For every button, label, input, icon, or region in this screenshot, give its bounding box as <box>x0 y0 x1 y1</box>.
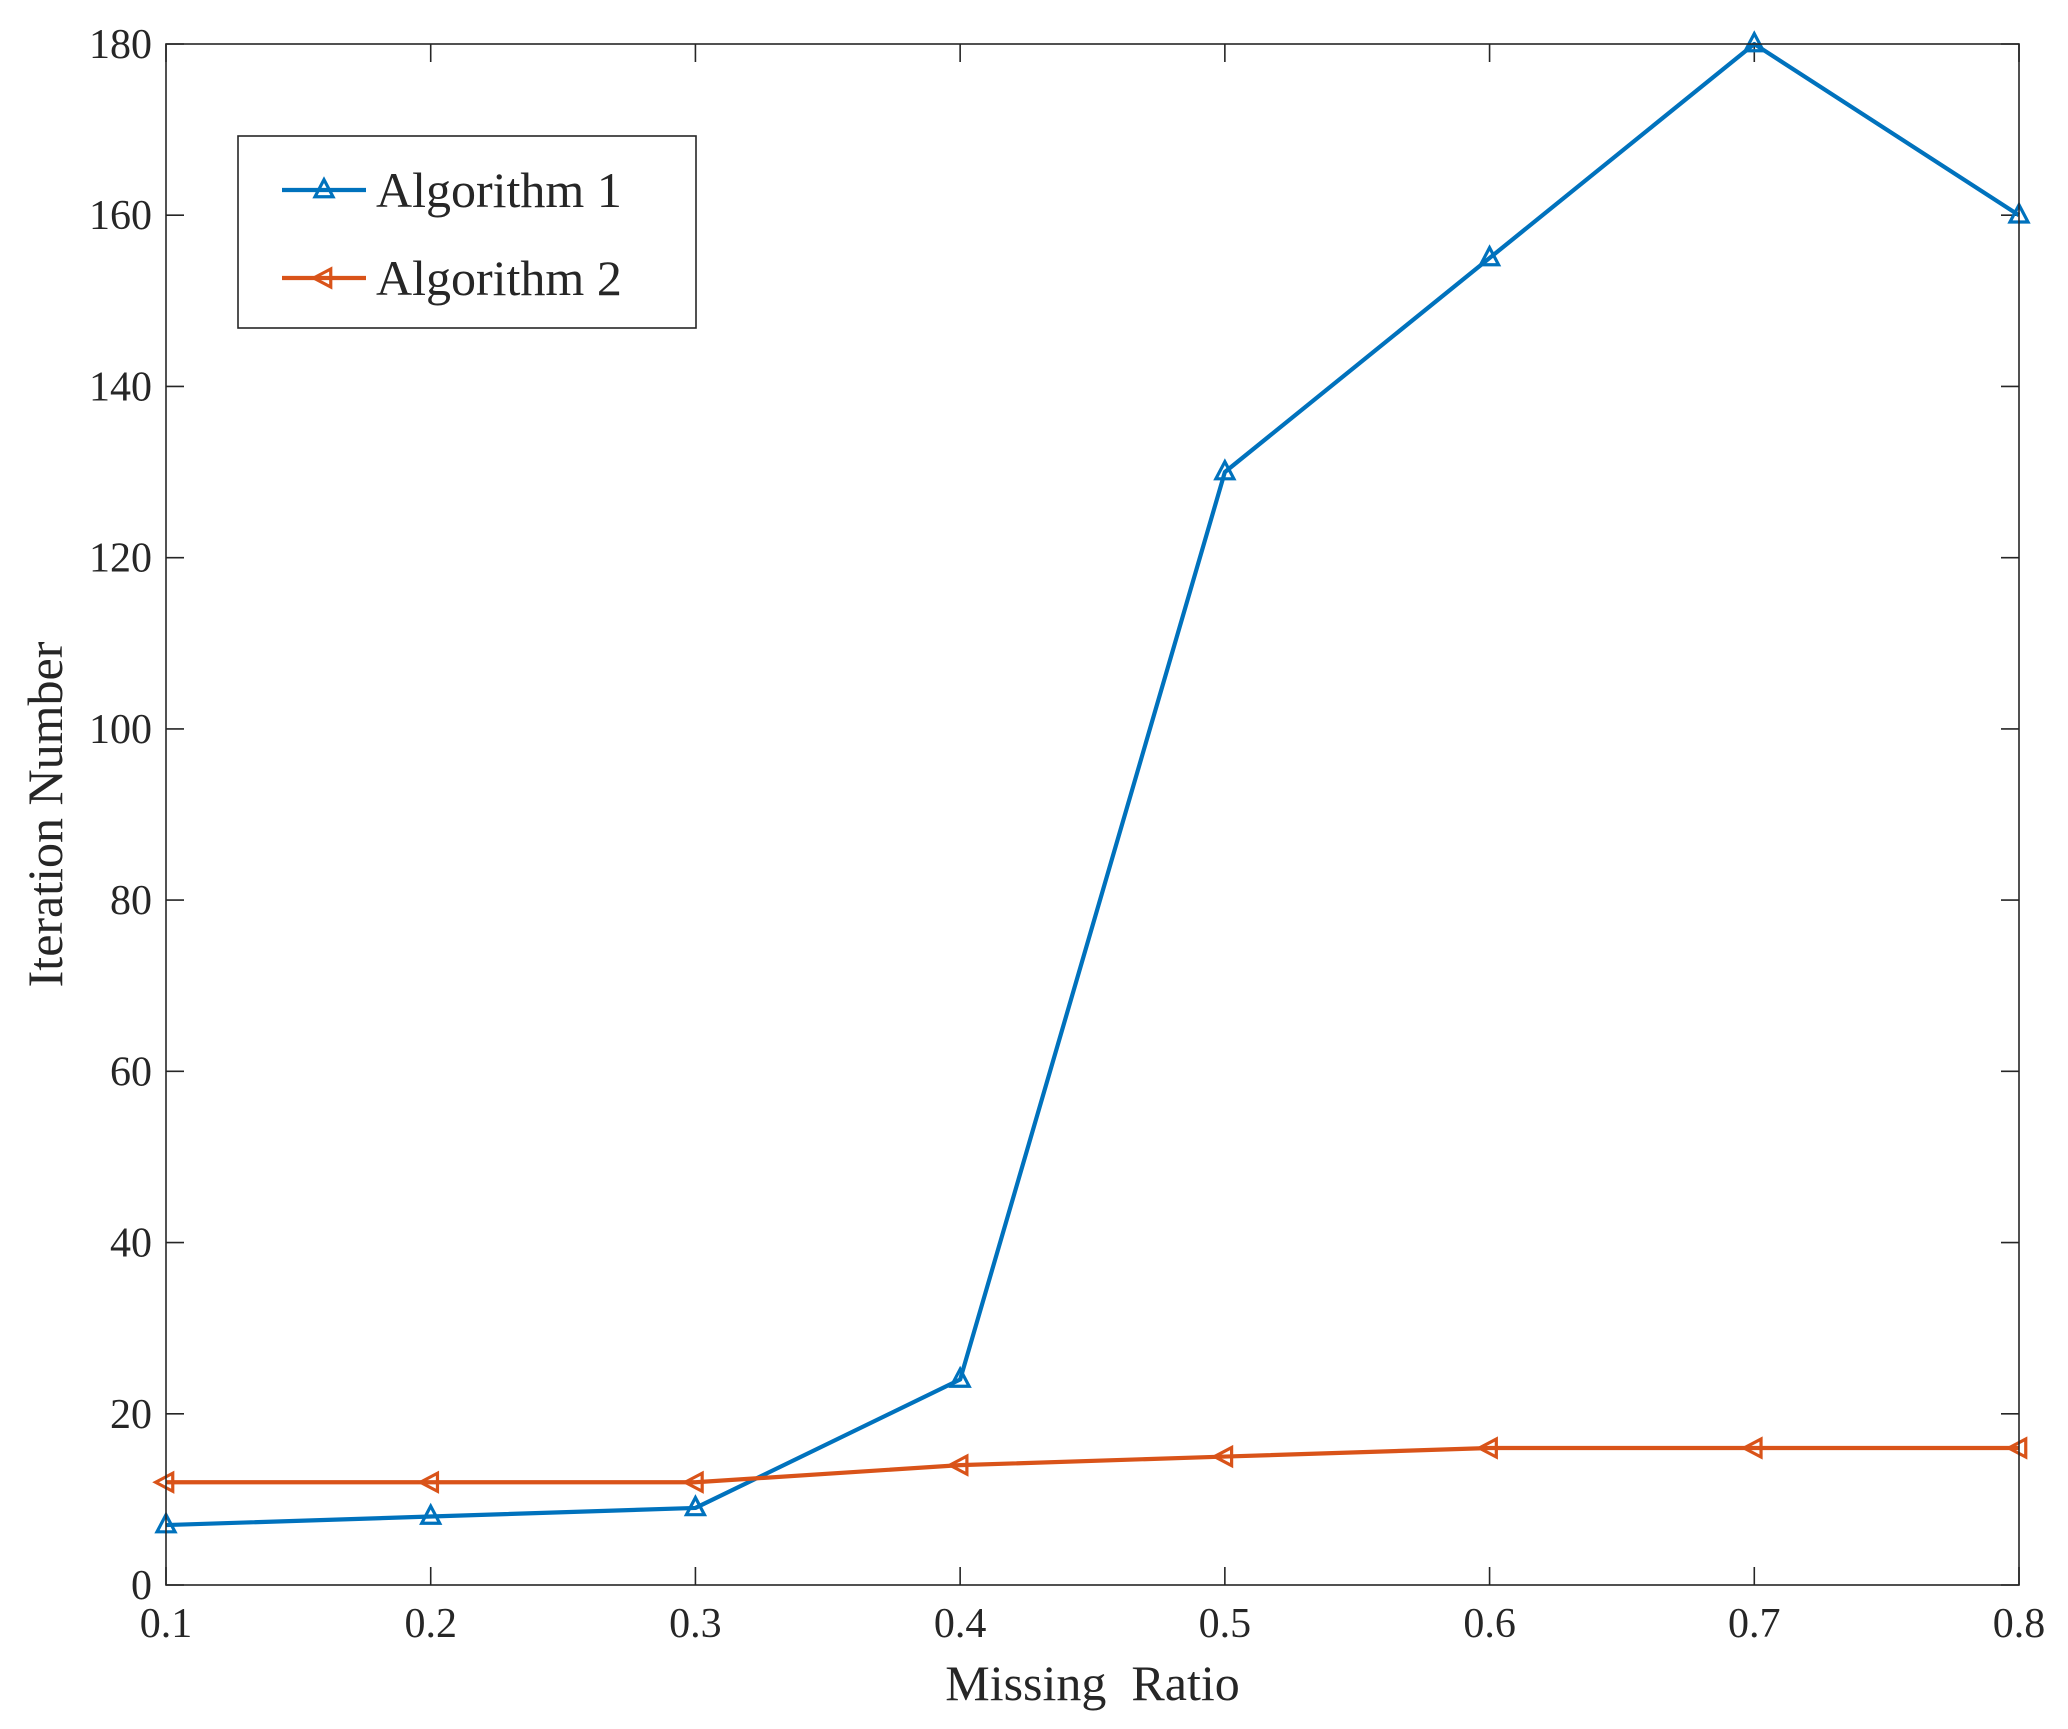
legend-label: Algorithm 2 <box>376 250 622 306</box>
x-tick-label: 0.5 <box>1199 1601 1252 1647</box>
data-point <box>416 1470 440 1494</box>
x-axis-label: Missing Ratio <box>945 1655 1239 1711</box>
data-point <box>948 1365 972 1388</box>
data-point <box>1475 1436 1498 1460</box>
y-axis-label: Iteration Number <box>17 641 73 987</box>
legend-entry: Algorithm 2 <box>282 250 622 306</box>
x-tick-label: 0.8 <box>1993 1601 2046 1647</box>
y-tick-label: 180 <box>89 22 152 68</box>
legend-box <box>237 135 697 329</box>
legend: Algorithm 1 Algorithm 2 <box>237 135 697 329</box>
y-tick-label: 20 <box>110 1392 152 1438</box>
x-tick-label: 0.6 <box>1463 1601 1516 1647</box>
data-point <box>1213 458 1237 481</box>
y-tick-label: 140 <box>89 364 152 410</box>
y-tick-label: 100 <box>89 707 152 753</box>
x-tick-label: 0.7 <box>1728 1601 1781 1647</box>
series-line <box>166 1445 2019 1485</box>
y-tick-label: 0 <box>131 1563 152 1609</box>
y-tick-label: 160 <box>89 193 152 239</box>
data-point <box>419 1502 443 1525</box>
y-tick-label: 120 <box>89 536 152 582</box>
data-point <box>1742 30 1766 53</box>
y-tick-label: 60 <box>110 1049 152 1095</box>
legend-marker-swatch <box>312 176 336 199</box>
data-point <box>1740 1436 1763 1460</box>
y-tick-label: 40 <box>110 1221 152 1267</box>
legend-label: Algorithm 1 <box>376 162 622 218</box>
x-tick-labels: 0.1 0.2 0.3 0.4 0.5 0.6 0.7 0.8 <box>140 1601 2046 1647</box>
data-point <box>946 1453 969 1477</box>
legend-marker-swatch <box>310 266 333 290</box>
y-tick-labels: 0 20 40 60 80 100 120 140 160 180 <box>89 22 152 1609</box>
series-line <box>165 41 2021 1528</box>
y-tick-label: 80 <box>110 878 152 924</box>
series-layer <box>152 30 2031 1534</box>
data-point <box>1211 1444 1234 1469</box>
data-point <box>683 1494 708 1517</box>
series-2 <box>152 1436 2028 1494</box>
x-tick-label: 0.4 <box>934 1601 987 1647</box>
data-point <box>152 1470 175 1494</box>
data-point <box>1477 244 1502 267</box>
data-point <box>681 1470 704 1494</box>
legend-items: Algorithm 1 Algorithm 2 <box>282 162 622 306</box>
x-tick-label: 0.2 <box>404 1601 457 1647</box>
x-tick-label: 0.3 <box>669 1601 722 1647</box>
plot-frame <box>165 43 2020 1586</box>
data-point <box>2005 1436 2028 1460</box>
legend-entry: Algorithm 1 <box>282 162 622 218</box>
x-tick-label: 0.1 <box>140 1601 193 1647</box>
